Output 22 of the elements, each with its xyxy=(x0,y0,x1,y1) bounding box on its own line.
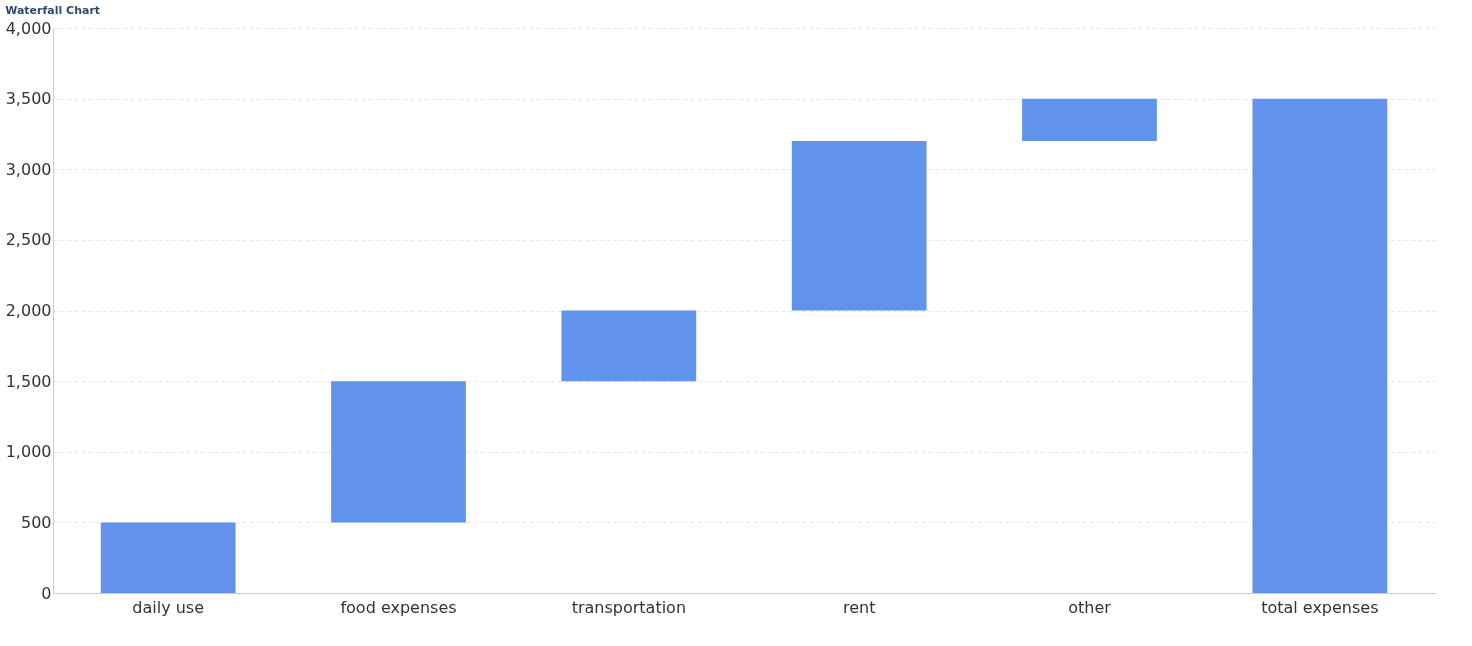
y-tick-label: 2,000 xyxy=(5,301,52,320)
y-tick-label: 0 xyxy=(41,583,52,603)
bar xyxy=(1022,98,1157,141)
x-tick-label: other xyxy=(1068,597,1112,617)
x-tick-label: daily use xyxy=(132,597,205,617)
y-tick-label: 1,500 xyxy=(5,371,52,391)
bar xyxy=(1252,98,1388,593)
y-tick-label: 3,000 xyxy=(5,159,52,179)
x-tick-label: rent xyxy=(842,597,876,617)
x-tick-label: total expenses xyxy=(1261,597,1379,617)
chart-title: Waterfall Chart xyxy=(5,4,101,17)
bar xyxy=(561,310,697,382)
x-tick-label: food expenses xyxy=(340,597,457,617)
y-tick-label: 3,500 xyxy=(5,89,52,109)
y-tick-label: 4,000 xyxy=(5,18,52,38)
bar xyxy=(100,522,236,593)
y-tick-label: 500 xyxy=(20,512,52,532)
bar xyxy=(331,381,466,523)
x-tick-label: transportation xyxy=(571,597,687,617)
y-tick-label: 1,000 xyxy=(5,442,52,462)
y-tick-label: 2,500 xyxy=(5,230,52,250)
bar xyxy=(791,141,927,311)
